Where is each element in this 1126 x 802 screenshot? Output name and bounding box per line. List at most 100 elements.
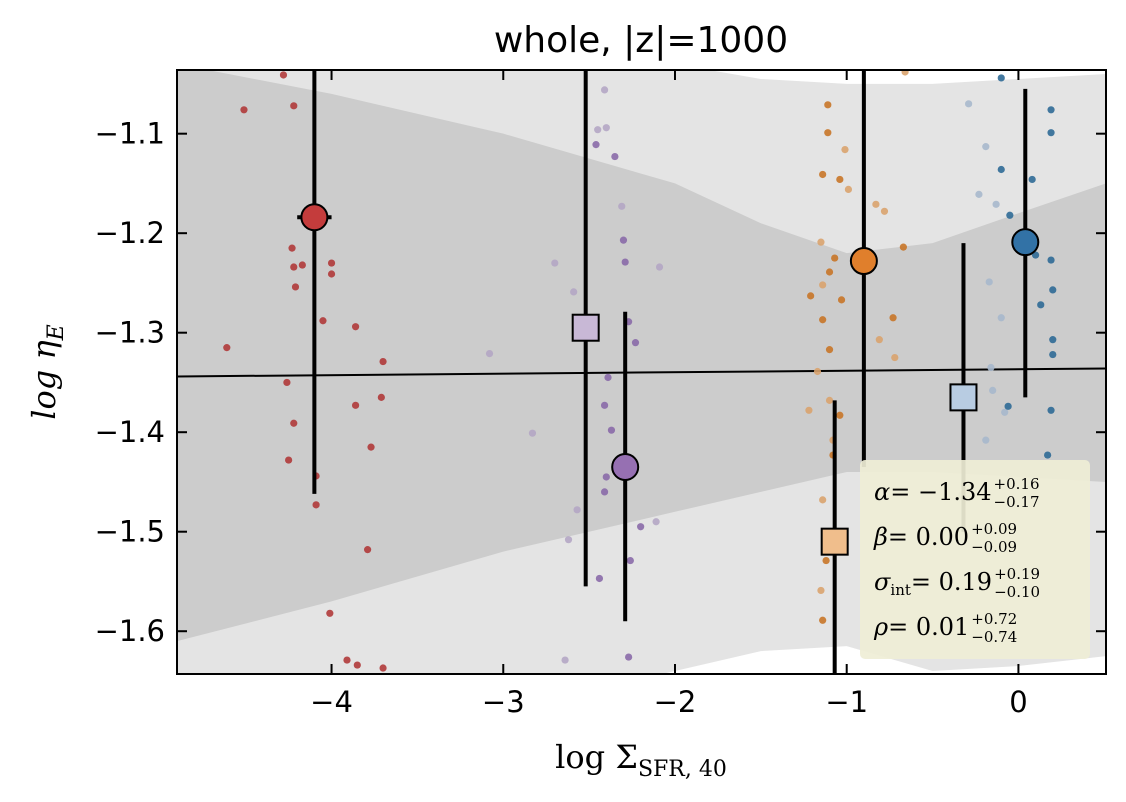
data-point: [997, 165, 1005, 174]
data-point: [285, 456, 293, 464]
data-point: [1049, 286, 1057, 294]
annotation-minus: −0.09: [971, 538, 1017, 556]
annotation-text: β= 0.00: [873, 523, 969, 551]
data-point: [223, 344, 231, 352]
data-point: [600, 86, 609, 94]
annotation-minus: −0.17: [994, 493, 1040, 511]
data-point: [997, 314, 1005, 322]
data-point: [817, 586, 825, 595]
data-point: [822, 556, 830, 565]
data-point: [1047, 106, 1055, 114]
data-point: [353, 661, 361, 669]
summary-marker: [571, 313, 600, 342]
data-point: [327, 270, 336, 278]
annotation-minus: −0.10: [994, 583, 1040, 601]
data-point: [595, 574, 604, 583]
data-point: [819, 316, 827, 324]
annotation-text: α= −1.34: [874, 478, 992, 506]
data-point: [899, 243, 907, 251]
annotation-plus: +0.19: [994, 565, 1040, 583]
data-point: [992, 200, 1000, 208]
data-point: [351, 401, 360, 409]
data-point: [611, 152, 619, 161]
y-axis-label: log ηE: [25, 324, 69, 419]
data-point: [279, 71, 288, 79]
data-point: [652, 518, 660, 526]
data-point: [975, 190, 983, 198]
data-point: [319, 317, 327, 325]
data-point: [880, 207, 889, 215]
data-point: [891, 353, 899, 362]
annotation-minus: −0.74: [971, 628, 1017, 646]
data-point: [1037, 301, 1045, 309]
x-axis-label-main: log Σ: [555, 738, 638, 776]
data-point: [985, 278, 993, 286]
data-point: [989, 386, 997, 395]
plot-area: [177, 70, 1106, 674]
data-point: [817, 238, 825, 246]
data-point: [377, 393, 385, 401]
data-point: [819, 496, 827, 504]
data-point: [573, 506, 581, 514]
data-point: [602, 473, 610, 481]
data-point: [291, 283, 300, 291]
data-point: [621, 258, 629, 266]
data-point: [290, 263, 298, 271]
data-point: [836, 411, 844, 419]
data-point: [367, 443, 375, 451]
annotation-symbol: ρ: [873, 613, 888, 641]
chart-title: whole, |z|=1000: [494, 20, 788, 61]
summary-marker: [611, 453, 640, 482]
data-point: [1047, 129, 1055, 137]
data-point: [841, 146, 849, 154]
y-tick-label: −1.6: [95, 614, 165, 648]
data-point: [807, 292, 815, 300]
data-point: [551, 259, 559, 267]
data-point: [813, 367, 822, 376]
summary-marker: [849, 247, 878, 276]
data-point: [824, 101, 832, 109]
data-point: [1004, 402, 1012, 410]
data-point: [997, 74, 1005, 82]
summary-marker: [300, 203, 329, 232]
data-point: [618, 202, 626, 210]
data-point: [290, 102, 298, 110]
data-point: [836, 175, 844, 184]
annotation-plus: +0.72: [971, 610, 1017, 628]
y-tick-label: −1.2: [95, 216, 165, 250]
data-point: [1028, 175, 1036, 184]
summary-marker: [949, 383, 978, 412]
data-point: [379, 357, 387, 366]
data-point: [982, 143, 990, 151]
data-point: [602, 124, 610, 132]
x-axis-label: log ΣSFR, 40: [555, 738, 727, 782]
data-point: [1047, 256, 1055, 264]
data-point: [1049, 350, 1057, 359]
data-point: [825, 268, 834, 276]
annotation-symbol: σ: [874, 568, 891, 596]
annotation-symbol-sub: int: [890, 581, 911, 599]
data-point: [637, 523, 645, 531]
data-point: [607, 426, 616, 434]
data-point: [485, 349, 494, 358]
data-point: [825, 396, 834, 404]
annotation-text: ρ= 0.01: [873, 613, 969, 641]
data-point: [283, 378, 291, 387]
y-axis-label-sub: E: [44, 324, 69, 341]
annotation-box: [860, 460, 1090, 659]
data-point: [626, 556, 634, 565]
y-tick-label: −1.4: [95, 415, 165, 449]
data-point: [831, 254, 839, 262]
data-point: [625, 653, 633, 661]
data-point: [379, 664, 387, 672]
data-point: [819, 281, 827, 289]
x-tick-label: 0: [1009, 685, 1027, 719]
data-point: [825, 346, 834, 354]
annotation-symbol: α: [874, 478, 890, 506]
annotation-value: = 0.19: [911, 568, 992, 596]
data-point: [819, 170, 827, 179]
data-point: [824, 129, 832, 137]
data-point: [594, 126, 602, 134]
x-axis-label-sub: SFR, 40: [638, 757, 727, 782]
